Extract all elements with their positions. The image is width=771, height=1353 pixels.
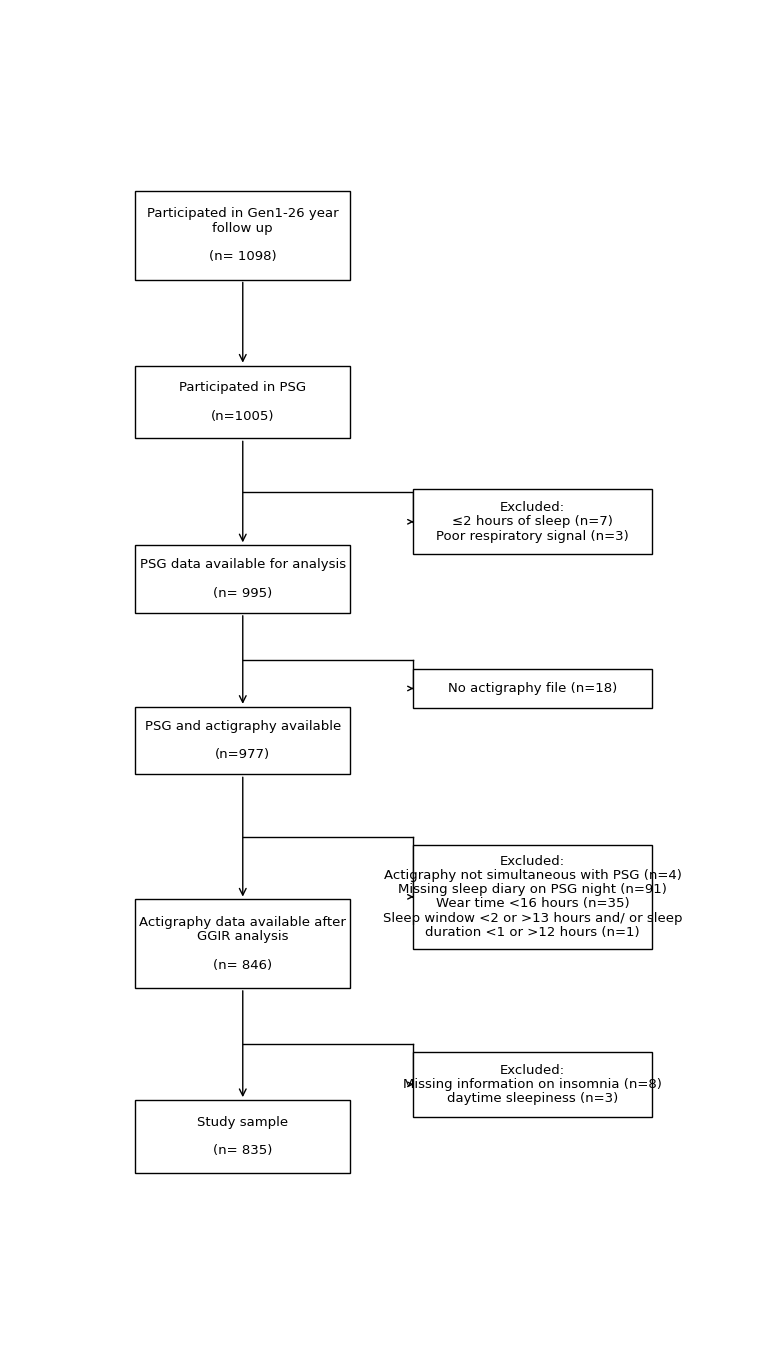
Text: (n= 1098): (n= 1098): [209, 250, 277, 262]
Text: Missing information on insomnia (n=8): Missing information on insomnia (n=8): [403, 1078, 662, 1091]
Text: ≤2 hours of sleep (n=7): ≤2 hours of sleep (n=7): [452, 515, 613, 528]
Text: (n= 835): (n= 835): [213, 1145, 272, 1157]
Text: Study sample: Study sample: [197, 1116, 288, 1128]
FancyBboxPatch shape: [413, 668, 652, 708]
FancyBboxPatch shape: [413, 1053, 652, 1116]
Text: (n=1005): (n=1005): [211, 410, 274, 422]
Text: Excluded:: Excluded:: [500, 855, 565, 867]
Text: Excluded:: Excluded:: [500, 501, 565, 514]
Text: duration <1 or >12 hours (n=1): duration <1 or >12 hours (n=1): [426, 925, 640, 939]
Text: PSG data available for analysis: PSG data available for analysis: [140, 559, 346, 571]
Text: (n= 846): (n= 846): [214, 958, 272, 971]
Text: Wear time <16 hours (n=35): Wear time <16 hours (n=35): [436, 897, 629, 911]
Text: Sleep window <2 or >13 hours and/ or sleep: Sleep window <2 or >13 hours and/ or sle…: [383, 912, 682, 924]
FancyBboxPatch shape: [135, 1100, 350, 1173]
Text: Missing sleep diary on PSG night (n=91): Missing sleep diary on PSG night (n=91): [398, 884, 667, 896]
Text: GGIR analysis: GGIR analysis: [197, 930, 288, 943]
Text: Participated in PSG: Participated in PSG: [179, 382, 306, 394]
Text: (n= 995): (n= 995): [213, 587, 272, 599]
Text: Poor respiratory signal (n=3): Poor respiratory signal (n=3): [436, 529, 629, 543]
Text: daytime sleepiness (n=3): daytime sleepiness (n=3): [447, 1092, 618, 1105]
FancyBboxPatch shape: [135, 545, 350, 613]
FancyBboxPatch shape: [135, 706, 350, 774]
Text: No actigraphy file (n=18): No actigraphy file (n=18): [448, 682, 618, 695]
Text: Actigraphy data available after: Actigraphy data available after: [140, 916, 346, 930]
FancyBboxPatch shape: [413, 844, 652, 948]
FancyBboxPatch shape: [135, 191, 350, 280]
FancyBboxPatch shape: [135, 365, 350, 438]
FancyBboxPatch shape: [413, 490, 652, 555]
Text: PSG and actigraphy available: PSG and actigraphy available: [145, 720, 341, 733]
Text: Actigraphy not simultaneous with PSG (n=4): Actigraphy not simultaneous with PSG (n=…: [384, 869, 682, 882]
Text: Excluded:: Excluded:: [500, 1063, 565, 1077]
Text: (n=977): (n=977): [215, 748, 271, 762]
FancyBboxPatch shape: [135, 900, 350, 988]
Text: Participated in Gen1-26 year: Participated in Gen1-26 year: [147, 207, 338, 221]
Text: follow up: follow up: [213, 222, 273, 234]
